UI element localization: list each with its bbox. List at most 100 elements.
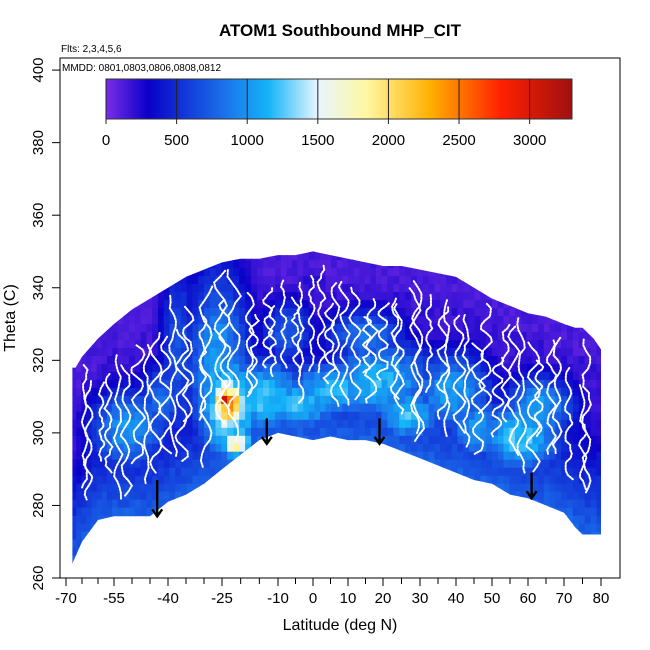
heatmap-cell xyxy=(140,475,148,484)
heatmap-cell xyxy=(520,371,528,380)
heatmap-cell xyxy=(325,411,332,420)
heatmap-cell xyxy=(538,467,545,476)
heatmap-cell xyxy=(123,467,130,476)
heatmap-cell xyxy=(204,451,211,460)
heatmap-cell xyxy=(469,443,476,452)
heatmap-cell xyxy=(543,482,551,492)
heatmap-cell xyxy=(543,379,551,388)
heatmap-cell xyxy=(292,371,299,380)
heatmap-cell xyxy=(463,435,470,444)
heatmap-cell xyxy=(342,347,349,356)
heatmap-cell xyxy=(96,459,103,468)
heatmap-cell xyxy=(492,363,499,372)
heatmap-cell xyxy=(486,379,493,388)
heatmap-cell xyxy=(303,403,310,412)
heatmap-cell xyxy=(123,379,130,388)
heatmap-cell xyxy=(286,355,293,364)
heatmap-cell xyxy=(314,299,321,309)
heatmap-cell xyxy=(434,451,441,460)
heatmap-cell xyxy=(204,283,211,293)
heatmap-cell xyxy=(181,490,188,500)
heatmap-cell xyxy=(549,387,557,396)
heatmap-cell xyxy=(567,363,574,372)
heatmap-cell xyxy=(204,307,211,317)
heatmap-cell xyxy=(81,506,88,516)
heatmap-cell xyxy=(480,323,487,332)
heatmap-cell xyxy=(422,419,430,428)
heatmap-cell xyxy=(286,387,293,396)
heatmap-cell xyxy=(308,259,316,269)
heatmap-cell xyxy=(497,323,505,332)
heatmap-cell xyxy=(549,355,557,364)
heatmap-cell xyxy=(286,323,293,332)
heatmap-cell xyxy=(263,307,270,317)
heatmap-cell xyxy=(503,403,510,412)
heatmap-cell xyxy=(596,387,601,396)
heatmap-cell xyxy=(320,315,327,324)
heatmap-cell xyxy=(342,387,349,396)
heatmap-cell xyxy=(123,443,130,452)
heatmap-cell xyxy=(348,427,355,436)
heatmap-cell xyxy=(370,347,377,356)
heatmap-cell xyxy=(584,347,592,356)
heatmap-cell xyxy=(596,379,601,388)
heatmap-cell xyxy=(157,451,165,460)
heatmap-cell xyxy=(320,387,327,396)
heatmap-cell xyxy=(578,355,586,364)
heatmap-cell xyxy=(457,395,464,404)
heatmap-cell xyxy=(370,307,377,317)
heatmap-cell xyxy=(72,387,77,396)
heatmap-cell xyxy=(474,347,482,356)
heatmap-cell xyxy=(146,506,153,516)
heatmap-cell xyxy=(96,514,103,524)
heatmap-cell xyxy=(348,323,355,332)
heatmap-cell xyxy=(497,347,505,356)
heatmap-cell xyxy=(280,251,288,261)
heatmap-cell xyxy=(336,323,344,332)
heatmap-cell xyxy=(169,482,176,492)
heatmap-cell xyxy=(320,275,327,285)
heatmap-cell xyxy=(181,307,188,317)
heatmap-cell xyxy=(204,355,211,364)
heatmap-cell xyxy=(280,379,288,388)
heatmap-cell xyxy=(451,435,459,444)
heatmap-cell xyxy=(561,506,568,516)
heatmap-cell xyxy=(381,403,389,412)
heatmap-cell xyxy=(275,323,282,332)
heatmap-cell xyxy=(474,339,482,348)
heatmap-cell xyxy=(342,435,349,444)
heatmap-cell xyxy=(584,427,592,436)
heatmap-cell xyxy=(117,427,125,436)
heatmap-cell xyxy=(399,443,406,452)
heatmap-cell xyxy=(209,435,217,444)
heatmap-cell xyxy=(417,331,424,340)
heatmap-cell xyxy=(192,299,199,309)
heatmap-cell xyxy=(245,355,252,364)
heatmap-cell xyxy=(303,395,310,404)
heatmap-cell xyxy=(370,267,377,277)
heatmap-cell xyxy=(497,339,505,348)
heatmap-cell xyxy=(192,355,199,364)
heatmap-cell xyxy=(532,355,539,364)
heatmap-cell xyxy=(303,427,310,436)
heatmap-cell xyxy=(204,403,211,412)
heatmap-cell xyxy=(221,403,228,412)
heatmap-cell xyxy=(215,467,222,476)
heatmap-cell xyxy=(417,355,424,364)
heatmap-cell xyxy=(157,427,165,436)
heatmap-cell xyxy=(215,323,222,332)
heatmap-cell xyxy=(492,347,499,356)
heatmap-cell xyxy=(381,283,389,293)
heatmap-cell xyxy=(399,387,406,396)
heatmap-cell xyxy=(342,363,349,372)
heatmap-cell xyxy=(152,490,159,500)
heatmap-cell xyxy=(549,459,557,468)
heatmap-cell xyxy=(123,355,130,364)
heatmap-cell xyxy=(486,395,493,404)
heatmap-cell xyxy=(561,419,568,428)
heatmap-cell xyxy=(561,363,568,372)
heatmap-cell xyxy=(140,506,148,516)
flight-profile xyxy=(83,380,94,501)
heatmap-cell xyxy=(538,459,545,468)
